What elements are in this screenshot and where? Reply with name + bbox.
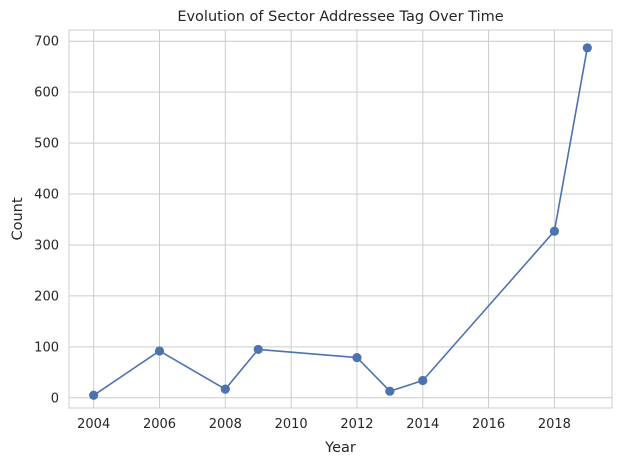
y-tick-label: 0 bbox=[51, 391, 59, 406]
x-tick-label: 2018 bbox=[538, 417, 571, 432]
x-tick-label: 2014 bbox=[406, 417, 439, 432]
y-tick-label: 400 bbox=[34, 188, 59, 203]
series-layer bbox=[89, 43, 592, 400]
x-tick-label: 2010 bbox=[275, 417, 308, 432]
y-tick-label: 500 bbox=[34, 137, 59, 152]
y-tick-label: 100 bbox=[34, 340, 59, 355]
x-axis-title: Year bbox=[324, 440, 356, 456]
x-tick-label: 2004 bbox=[77, 417, 110, 432]
series-line bbox=[93, 47, 589, 396]
data-point bbox=[549, 226, 560, 236]
x-tick-label: 2006 bbox=[143, 417, 176, 432]
chart-title: Evolution of Sector Addressee Tag Over T… bbox=[177, 9, 503, 25]
y-axis-title: Count bbox=[10, 197, 26, 240]
data-point bbox=[385, 386, 395, 396]
data-point bbox=[352, 352, 362, 363]
data-point bbox=[89, 390, 99, 400]
y-tick-label: 200 bbox=[34, 289, 59, 304]
x-tick-label: 2012 bbox=[340, 417, 373, 432]
x-tick-label: 2016 bbox=[472, 417, 505, 432]
data-point bbox=[220, 384, 230, 394]
y-tick-label: 600 bbox=[34, 86, 59, 101]
grid-layer bbox=[69, 30, 612, 408]
y-tick-label: 700 bbox=[34, 35, 59, 50]
x-tick-label: 2008 bbox=[209, 417, 242, 432]
y-tick-label: 300 bbox=[34, 238, 59, 253]
data-point bbox=[253, 344, 263, 355]
plot-area-frame bbox=[68, 29, 613, 409]
data-point bbox=[418, 375, 428, 386]
data-point bbox=[154, 346, 165, 356]
tick-label-layer: 2004 2006 2008 2010 2012 2014 2016 2018 0 100 200 3… bbox=[34, 35, 571, 432]
data-point bbox=[582, 43, 592, 53]
